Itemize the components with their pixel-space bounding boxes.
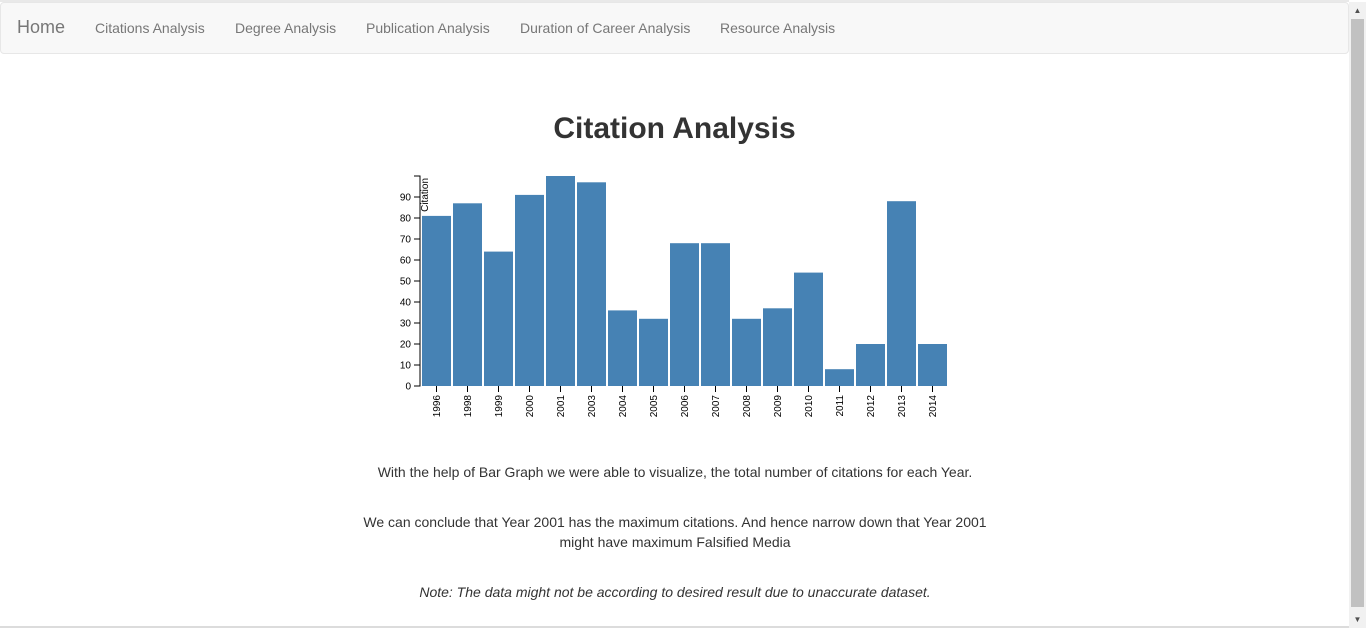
citation-bar-chart: 0 10 20 30 40 50 60 70 80 90 1996 1998 1999 2000 2001…	[400, 175, 947, 417]
y-tick-label: 50	[400, 277, 412, 288]
x-tick-label: 2010	[804, 395, 815, 418]
x-tick-label: 2011	[835, 395, 846, 417]
x-tick-label: 2005	[649, 395, 660, 418]
bar-2008	[732, 318, 761, 386]
y-tick-label: 90	[400, 193, 412, 204]
x-tick-label: 2007	[711, 395, 722, 418]
y-tick-label: 40	[400, 298, 412, 309]
bar-1998	[453, 203, 482, 386]
conclusion-text: We can conclude that Year 2001 has the m…	[363, 514, 987, 550]
nav-link-duration-of-career-analysis[interactable]: Duration of Career Analysis	[520, 20, 691, 36]
x-tick-label: 2008	[742, 395, 753, 418]
bar-2001	[546, 176, 575, 386]
note-text: Note: The data might not be according to…	[419, 584, 931, 600]
y-tick-label: 0	[405, 382, 411, 393]
y-tick-label: 70	[400, 235, 412, 246]
nav-link-degree-analysis[interactable]: Degree Analysis	[235, 20, 337, 36]
x-tick-label: 2009	[773, 395, 784, 418]
navbar: Home Citations Analysis Degree Analysis …	[0, 2, 1349, 54]
y-tick-label: 80	[400, 214, 412, 225]
x-axis: 1996 1998 1999 2000 2001 2003 2004 2005 2006 2007…	[432, 386, 939, 417]
x-tick-label: 2000	[525, 395, 536, 418]
y-axis-label: Citation	[420, 178, 431, 212]
y-axis: 0 10 20 30 40 50 60 70 80 90	[400, 175, 421, 393]
nav-link-citations-analysis[interactable]: Citations Analysis	[95, 20, 205, 36]
x-tick-label: 2004	[618, 395, 629, 418]
vertical-scrollbar[interactable]: ▲ ▼	[1349, 2, 1366, 628]
x-tick-label: 1998	[463, 395, 474, 418]
x-tick-label: 1996	[432, 395, 443, 418]
nav-link-resource-analysis[interactable]: Resource Analysis	[720, 20, 836, 36]
bar-2006	[670, 243, 699, 386]
bottom-edge	[0, 626, 1349, 628]
y-tick-label: 20	[400, 340, 412, 351]
x-tick-label: 2006	[680, 395, 691, 418]
nav-link-publication-analysis[interactable]: Publication Analysis	[366, 20, 490, 36]
y-tick-label: 30	[400, 319, 412, 330]
bar-2007	[701, 243, 730, 386]
x-tick-label: 2001	[556, 395, 567, 418]
bar-2003	[577, 182, 606, 386]
bar-2005	[639, 318, 668, 386]
bar-2014	[918, 344, 947, 386]
page-title: Citation Analysis	[553, 112, 796, 145]
bars-group	[422, 176, 947, 386]
bar-2004	[608, 310, 637, 386]
scroll-up-arrow-icon[interactable]: ▲	[1353, 6, 1362, 15]
x-tick-label: 1999	[494, 395, 505, 418]
brand-home-link[interactable]: Home	[17, 17, 66, 37]
window-top-edge	[0, 0, 1349, 2]
bar-2011	[825, 369, 854, 386]
x-tick-label: 2012	[866, 395, 877, 418]
bar-1999	[484, 251, 513, 386]
scrollbar-thumb[interactable]	[1351, 19, 1364, 607]
scroll-down-arrow-icon[interactable]: ▼	[1353, 615, 1362, 624]
x-tick-label: 2013	[897, 395, 908, 418]
bar-2000	[515, 194, 544, 386]
bar-2009	[763, 308, 792, 386]
bar-2010	[794, 272, 823, 386]
bar-1996	[422, 215, 451, 386]
bar-2012	[856, 344, 885, 386]
x-tick-label: 2014	[928, 395, 939, 418]
y-tick-label: 10	[400, 361, 412, 372]
bar-2013	[887, 201, 916, 386]
x-tick-label: 2003	[587, 395, 598, 418]
chart-description: With the help of Bar Graph we were able …	[377, 464, 973, 480]
y-tick-label: 60	[400, 256, 412, 267]
